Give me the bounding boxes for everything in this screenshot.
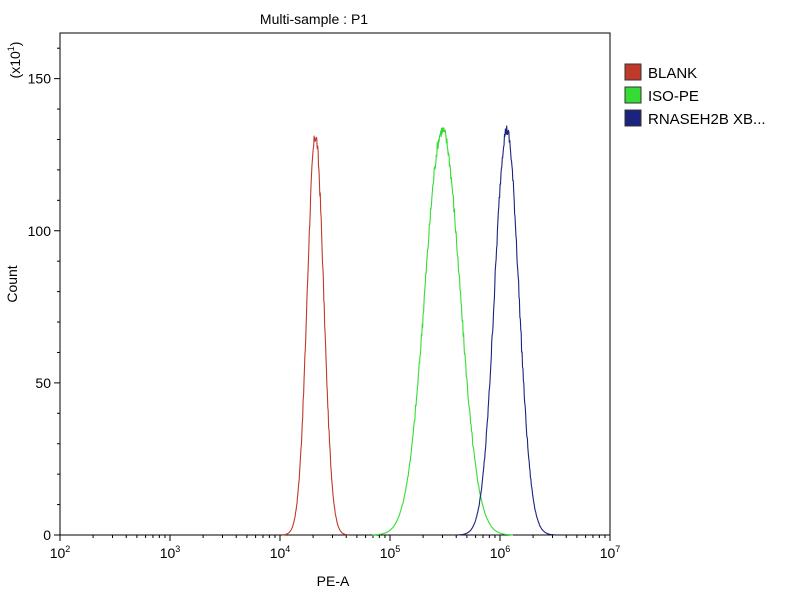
x-tick-base: 10	[380, 545, 396, 561]
y-axis-label: Count	[4, 265, 20, 302]
x-tick-base: 10	[160, 545, 176, 561]
x-tick-exponent: 7	[615, 544, 620, 554]
legend-label: RNASEH2B XB...	[648, 111, 766, 128]
plot-frame	[59, 32, 611, 536]
x-tick-label: 103	[160, 544, 181, 561]
y-axis: 0 50 100 150	[28, 47, 60, 543]
legend-swatch	[624, 109, 642, 127]
x-tick-exponent: 3	[175, 544, 180, 554]
chart-title: Multi-sample : P1	[260, 11, 368, 27]
x-tick-label: 105	[380, 544, 401, 561]
x-tick-base: 10	[270, 545, 286, 561]
y-tick-label: 100	[28, 223, 52, 239]
legend: BLANK ISO-PE RNASEH2B XB...	[624, 63, 766, 128]
legend-swatch	[624, 63, 642, 81]
y-multiplier-exponent: 1	[6, 46, 16, 51]
series-line	[282, 135, 349, 536]
x-tick-base: 10	[490, 545, 506, 561]
y-tick-label: 150	[28, 71, 52, 87]
x-axis-label: PE-A	[317, 573, 350, 589]
y-multiplier-close: )	[7, 42, 23, 47]
series-line	[372, 126, 513, 536]
x-tick-exponent: 2	[65, 544, 70, 554]
y-axis-multiplier: (x101)	[6, 42, 23, 79]
legend-label: BLANK	[648, 65, 697, 82]
y-multiplier-text: (x10	[7, 51, 23, 78]
x-tick-exponent: 5	[395, 544, 400, 554]
x-axis: 102 103 104 105 106 107	[50, 535, 621, 561]
x-tick-label: 106	[490, 544, 511, 561]
x-tick-base: 10	[50, 545, 66, 561]
x-tick-label: 104	[270, 544, 291, 561]
x-tick-label: 107	[600, 544, 621, 561]
y-tick-label: 50	[35, 375, 51, 391]
series-line	[458, 125, 556, 536]
legend-label: ISO-PE	[648, 88, 699, 105]
x-tick-label: 102	[50, 544, 71, 561]
x-tick-base: 10	[600, 545, 616, 561]
x-tick-exponent: 4	[285, 544, 290, 554]
y-tick-label: 0	[43, 527, 51, 543]
x-tick-exponent: 6	[505, 544, 510, 554]
legend-swatch	[624, 86, 642, 104]
histogram-curves	[282, 125, 556, 536]
